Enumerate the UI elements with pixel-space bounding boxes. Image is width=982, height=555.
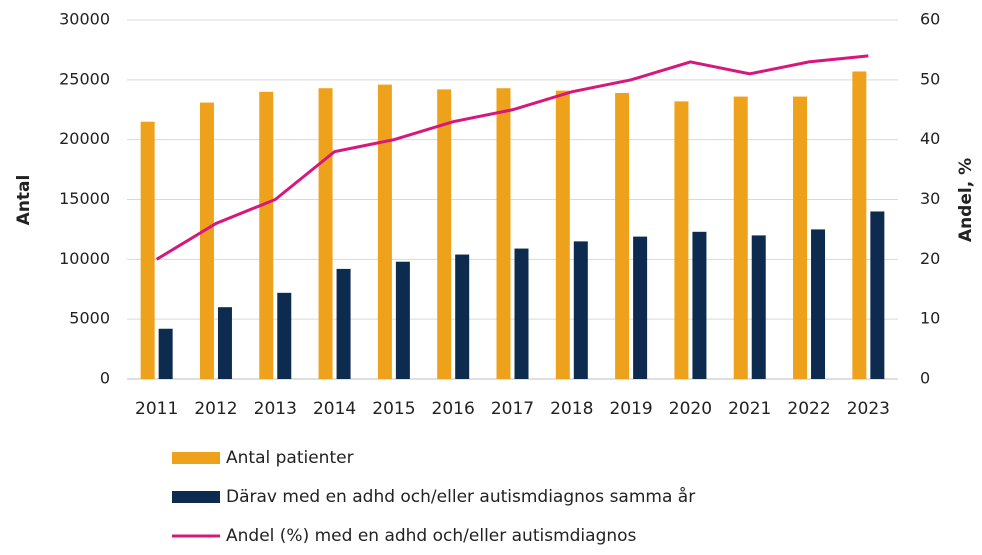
bar xyxy=(514,248,529,379)
bar xyxy=(277,292,292,379)
legend-label: Andel (%) med en adhd och/eller autismdi… xyxy=(226,526,637,546)
y-tick-label: 20000 xyxy=(59,129,110,148)
bar xyxy=(455,254,470,379)
bar xyxy=(318,88,333,380)
bar xyxy=(336,268,351,379)
y-tick-label: 15000 xyxy=(59,189,110,208)
x-tick-label: 2019 xyxy=(609,399,652,419)
y-tick-label: 5000 xyxy=(69,309,110,328)
bar xyxy=(674,101,689,379)
y2-tick-label: 30 xyxy=(920,189,940,208)
legend-label: Antal patienter xyxy=(226,448,354,468)
bar xyxy=(555,90,570,379)
legend-swatch xyxy=(172,491,220,503)
y-tick-label: 10000 xyxy=(59,249,110,268)
bar xyxy=(199,102,214,379)
x-tick-label: 2020 xyxy=(669,399,712,419)
y2-tick-label: 10 xyxy=(920,309,940,328)
y2-axis-title: Andel, % xyxy=(956,158,976,242)
y2-tick-label: 50 xyxy=(920,69,940,88)
bar xyxy=(158,328,173,379)
bar xyxy=(811,229,826,379)
bar xyxy=(437,89,452,379)
y-tick-label: 25000 xyxy=(59,69,110,88)
bar xyxy=(217,307,232,379)
y-tick-label: 0 xyxy=(100,369,110,388)
y2-tick-label: 20 xyxy=(920,249,940,268)
x-tick-label: 2017 xyxy=(491,399,534,419)
bar xyxy=(615,92,630,379)
legend-label: Därav med en adhd och/eller autismdiagno… xyxy=(226,486,695,507)
x-tick-label: 2016 xyxy=(432,399,475,419)
bar xyxy=(573,241,588,379)
y2-tick-label: 0 xyxy=(920,369,930,388)
y-axis-title: Antal xyxy=(14,175,34,226)
bar xyxy=(733,96,748,379)
x-tick-label: 2013 xyxy=(254,399,297,419)
y2-tick-label: 60 xyxy=(920,10,940,29)
bar xyxy=(496,88,511,380)
bar xyxy=(140,121,155,379)
bar xyxy=(793,96,808,379)
y-tick-label: 30000 xyxy=(59,10,110,29)
bar xyxy=(751,235,766,379)
bar xyxy=(633,236,648,379)
x-tick-label: 2012 xyxy=(194,399,237,419)
bar xyxy=(870,211,885,379)
x-tick-label: 2014 xyxy=(313,399,356,419)
y2-tick-label: 40 xyxy=(920,129,940,148)
x-tick-label: 2018 xyxy=(550,399,593,419)
legend-swatch xyxy=(172,452,220,464)
x-tick-label: 2015 xyxy=(372,399,415,419)
line xyxy=(155,54,869,261)
bar xyxy=(377,84,392,380)
x-tick-label: 2023 xyxy=(847,399,890,419)
bar xyxy=(259,91,274,380)
x-tick-label: 2022 xyxy=(787,399,830,419)
bar xyxy=(692,231,707,379)
x-tick-label: 2021 xyxy=(728,399,771,419)
bar xyxy=(395,261,410,379)
x-tick-label: 2011 xyxy=(135,399,178,419)
bar xyxy=(852,71,867,379)
